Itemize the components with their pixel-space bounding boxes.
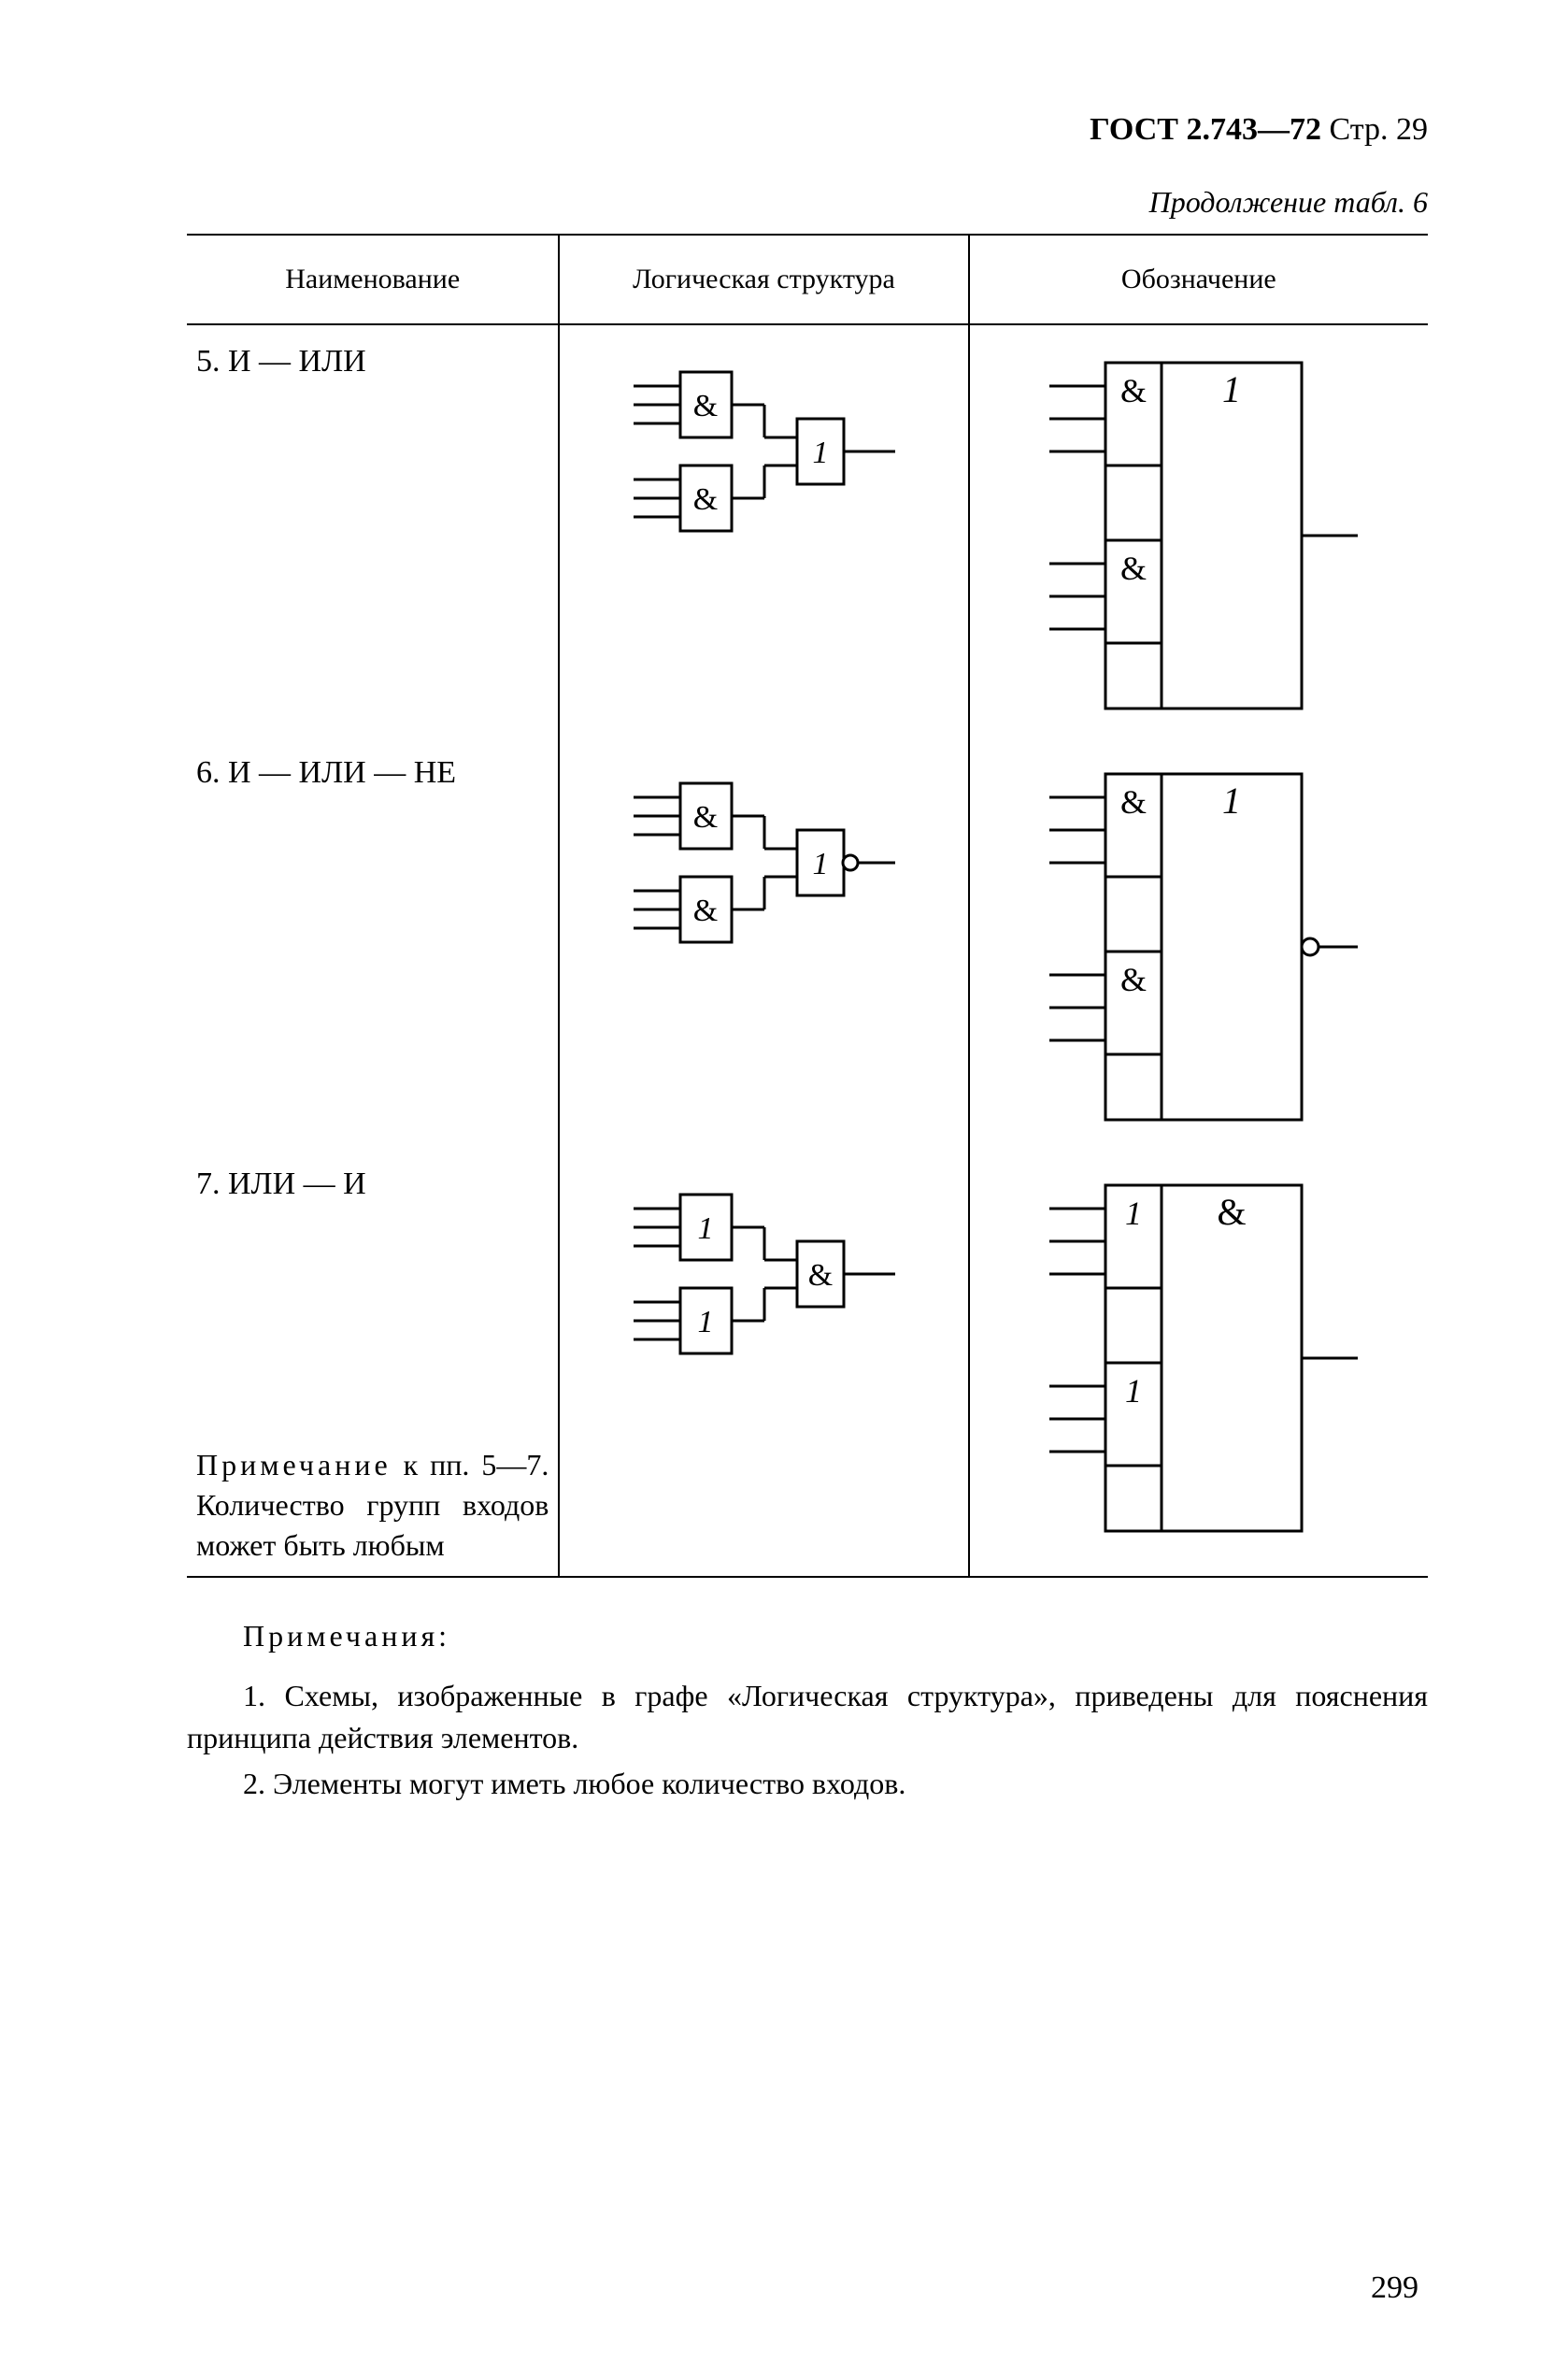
notes-heading: Примечания: — [243, 1619, 450, 1653]
row-label: 5. И — ИЛИ — [196, 344, 549, 379]
symbol-cell: & & 1 — [969, 737, 1428, 1148]
logic-structure-diagram: 1 1 & — [615, 1167, 914, 1391]
col-symbol: Обозначение — [969, 235, 1428, 324]
table-row: 5. И — ИЛИ & & 1 — [187, 324, 1428, 737]
standard-code: ГОСТ 2.743—72 — [1090, 112, 1321, 147]
logic-table: Наименование Логическая структура Обозна… — [187, 234, 1428, 1578]
logic-cell: & & 1 — [559, 324, 968, 737]
col-name: Наименование — [187, 235, 559, 324]
logic-cell: & & 1 — [559, 737, 968, 1148]
page-label: Стр. 29 — [1329, 112, 1428, 147]
table-row: 6. И — ИЛИ — НЕ & & 1 — [187, 737, 1428, 1148]
row-label: 7. ИЛИ — И — [196, 1167, 549, 1202]
svg-text:&: & — [692, 800, 717, 835]
svg-text:&: & — [1120, 961, 1147, 998]
note-lead: Примечание — [196, 1448, 392, 1482]
logic-structure-diagram: & & 1 — [615, 755, 914, 980]
row-label: 6. И — ИЛИ — НЕ — [196, 755, 549, 791]
svg-text:&: & — [1217, 1191, 1246, 1233]
symbol-cell: 1 1 & — [969, 1148, 1428, 1577]
svg-text:&: & — [807, 1258, 832, 1293]
svg-text:1: 1 — [1222, 780, 1241, 822]
svg-text:&: & — [1120, 372, 1147, 409]
svg-text:1: 1 — [812, 847, 828, 881]
col-structure: Логическая структура — [559, 235, 968, 324]
logic-structure-diagram: & & 1 — [615, 344, 914, 568]
symbol-diagram: 1 1 & — [1021, 1167, 1376, 1550]
row-name-cell: 5. И — ИЛИ — [187, 324, 559, 737]
symbol-diagram: & & 1 — [1021, 344, 1376, 727]
svg-text:&: & — [1120, 550, 1147, 587]
svg-text:1: 1 — [1125, 1372, 1142, 1410]
symbol-diagram: & & 1 — [1021, 755, 1376, 1138]
table-row: 7. ИЛИ — И Примечание к пп. 5—7. Количест… — [187, 1148, 1428, 1577]
svg-text:&: & — [692, 389, 717, 423]
page-number: 299 — [1371, 2270, 1418, 2306]
svg-text:1: 1 — [697, 1211, 713, 1246]
note-1: 1. Схемы, изображенные в графе «Логическ… — [187, 1675, 1428, 1759]
logic-cell: 1 1 & — [559, 1148, 968, 1577]
note-2: 2. Элементы могут иметь любое количество… — [187, 1763, 1428, 1805]
svg-text:&: & — [1120, 783, 1147, 821]
page-header: ГОСТ 2.743—72 Стр. 29 — [187, 112, 1428, 148]
svg-text:1: 1 — [812, 436, 828, 470]
row-name-cell: 6. И — ИЛИ — НЕ — [187, 737, 559, 1148]
symbol-cell: & & 1 — [969, 324, 1428, 737]
row-name-cell: 7. ИЛИ — И Примечание к пп. 5—7. Количест… — [187, 1148, 559, 1577]
footer-notes: Примечания: 1. Схемы, изображенные в гра… — [187, 1615, 1428, 1805]
svg-text:1: 1 — [1125, 1195, 1142, 1232]
table-caption: Продолжение табл. 6 — [187, 185, 1428, 220]
in-cell-note: Примечание к пп. 5—7. Количество групп в… — [196, 1445, 549, 1567]
svg-text:1: 1 — [697, 1305, 713, 1339]
svg-text:1: 1 — [1222, 368, 1241, 410]
svg-text:&: & — [692, 894, 717, 928]
svg-text:&: & — [692, 482, 717, 517]
